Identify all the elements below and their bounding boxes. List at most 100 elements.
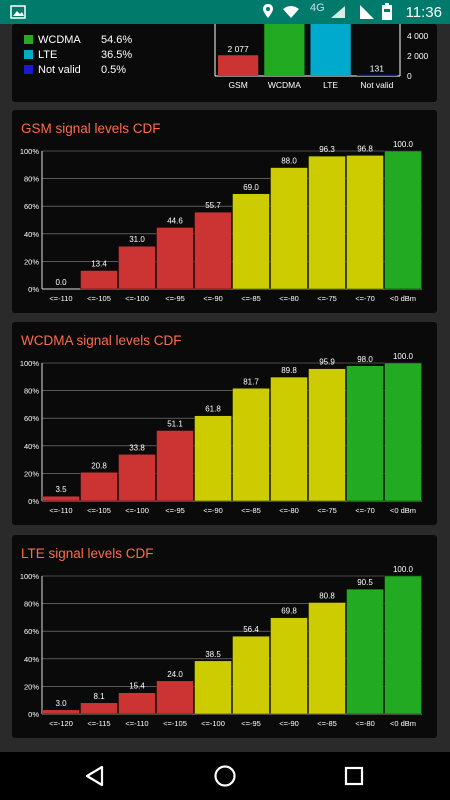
data-label: 96.8 — [357, 144, 373, 153]
y-tick-label: 4 000 — [407, 31, 429, 41]
x-tick-label: <0 dBm — [390, 294, 416, 303]
data-label: 8.1 — [93, 692, 105, 701]
bar — [308, 155, 346, 290]
technology-bar-chart: 0 2 000 4 000 2 077 GSM WCDMA LTE 131 Not valid — [214, 24, 429, 90]
bar — [156, 680, 194, 715]
bar — [232, 635, 270, 715]
data-label: 31.0 — [129, 235, 145, 244]
data-label: 100.0 — [393, 565, 414, 574]
x-tick-label: <0 dBm — [390, 719, 416, 728]
navigation-bar — [0, 752, 450, 800]
legend-swatch — [24, 65, 33, 74]
data-label: 69.8 — [281, 607, 297, 616]
data-label: 20.8 — [91, 461, 107, 470]
bar — [232, 388, 270, 502]
y-tick-label: 60% — [24, 414, 39, 423]
y-tick-label: 40% — [24, 655, 39, 664]
legend-value: 54.6% — [101, 34, 133, 46]
x-tick-label: <=-90 — [279, 719, 299, 728]
x-tick-label: LTE — [323, 80, 338, 90]
wcdma-cdf-chart: 0% 20% 40% 60% 80% 100% 3.5 <=-110 20.8 <=-105 33.… — [20, 352, 422, 515]
home-icon[interactable] — [213, 764, 237, 788]
y-tick-label: 40% — [24, 442, 39, 451]
data-label: 24.0 — [167, 670, 183, 679]
bar — [42, 709, 80, 715]
x-tick-label: WCDMA — [268, 80, 301, 90]
data-label: 89.8 — [281, 366, 297, 375]
y-tick-label: 100% — [20, 147, 40, 156]
back-icon[interactable] — [84, 765, 106, 787]
x-tick-label: <=-95 — [165, 294, 185, 303]
x-tick-label: GSM — [228, 80, 247, 90]
x-tick-label: <=-75 — [317, 506, 337, 515]
bar — [42, 495, 80, 502]
data-label: 55.7 — [205, 201, 221, 210]
bar — [156, 430, 194, 502]
x-tick-label: <=-100 — [125, 506, 149, 515]
x-tick-label: <=-100 — [125, 294, 149, 303]
y-tick-label: 80% — [24, 175, 39, 184]
legend-name: WCDMA — [38, 34, 81, 46]
technology-summary-card: WCDMA 54.6% LTE 36.5% Not valid 0.5% 0 2 … — [12, 24, 437, 102]
x-tick-label: <=-90 — [203, 294, 223, 303]
data-label: 61.8 — [205, 405, 221, 414]
x-tick-label: <=-95 — [165, 506, 185, 515]
bar — [218, 55, 259, 76]
data-label: 90.5 — [357, 578, 373, 587]
bar — [270, 167, 308, 290]
bar — [384, 362, 422, 502]
y-tick-label: 20% — [24, 257, 39, 266]
y-tick-label: 80% — [24, 387, 39, 396]
wcdma-cdf-card: WCDMA signal levels CDF 0% 20% 40% 60% 80% 10… — [12, 322, 437, 525]
data-label: 81.7 — [243, 377, 259, 386]
recents-icon[interactable] — [344, 766, 364, 786]
x-tick-label: <=-110 — [49, 294, 72, 303]
bar — [346, 155, 384, 290]
bar — [384, 150, 422, 290]
data-label: 33.8 — [129, 443, 145, 452]
x-tick-label: Not valid — [360, 80, 393, 90]
data-label: 100.0 — [393, 140, 414, 149]
x-tick-label: <=-110 — [49, 506, 72, 515]
x-tick-label: <=-95 — [241, 719, 261, 728]
bar — [118, 246, 156, 290]
bar — [118, 692, 156, 715]
data-label: 0.0 — [55, 278, 67, 287]
bar — [194, 415, 232, 502]
bar — [194, 211, 232, 290]
y-tick-label: 60% — [24, 202, 39, 211]
image-icon — [10, 5, 26, 19]
bar — [118, 454, 156, 502]
y-tick-label: 60% — [24, 627, 39, 636]
y-tick-label: 100% — [20, 572, 40, 581]
x-tick-label: <=-75 — [317, 294, 337, 303]
bar — [264, 24, 305, 76]
lte-cdf-chart: 0% 20% 40% 60% 80% 100% 3.0 <=-120 8.1 <=-115 15.4… — [20, 565, 422, 728]
x-tick-label: <=-105 — [163, 719, 187, 728]
x-tick-label: <=-105 — [87, 294, 111, 303]
data-label: 38.5 — [205, 650, 221, 659]
bar — [80, 702, 118, 715]
x-tick-label: <=-100 — [201, 719, 225, 728]
bar — [270, 617, 308, 715]
y-tick-label: 100% — [20, 359, 40, 368]
data-label: 44.6 — [167, 216, 183, 225]
data-label: 95.9 — [319, 358, 335, 367]
x-tick-label: <0 dBm — [390, 506, 416, 515]
y-tick-label: 2 000 — [407, 51, 429, 61]
legend-swatch — [24, 35, 33, 44]
bar — [270, 376, 308, 502]
bar — [232, 193, 270, 290]
bar — [156, 227, 194, 290]
gsm-cdf-card: GSM signal levels CDF 0% 20% 40% 60% 80% 100%… — [12, 110, 437, 313]
y-tick-label: 40% — [24, 230, 39, 239]
y-tick-label: 0 — [407, 71, 412, 81]
x-tick-label: <=-85 — [317, 719, 337, 728]
y-tick-label: 0% — [28, 285, 39, 294]
x-tick-label: <=-80 — [355, 719, 375, 728]
data-label: 15.4 — [129, 682, 145, 691]
x-tick-label: <=-120 — [49, 719, 73, 728]
x-tick-label: <=-80 — [279, 506, 299, 515]
data-label: 56.4 — [243, 625, 259, 634]
x-tick-label: <=-85 — [241, 506, 261, 515]
